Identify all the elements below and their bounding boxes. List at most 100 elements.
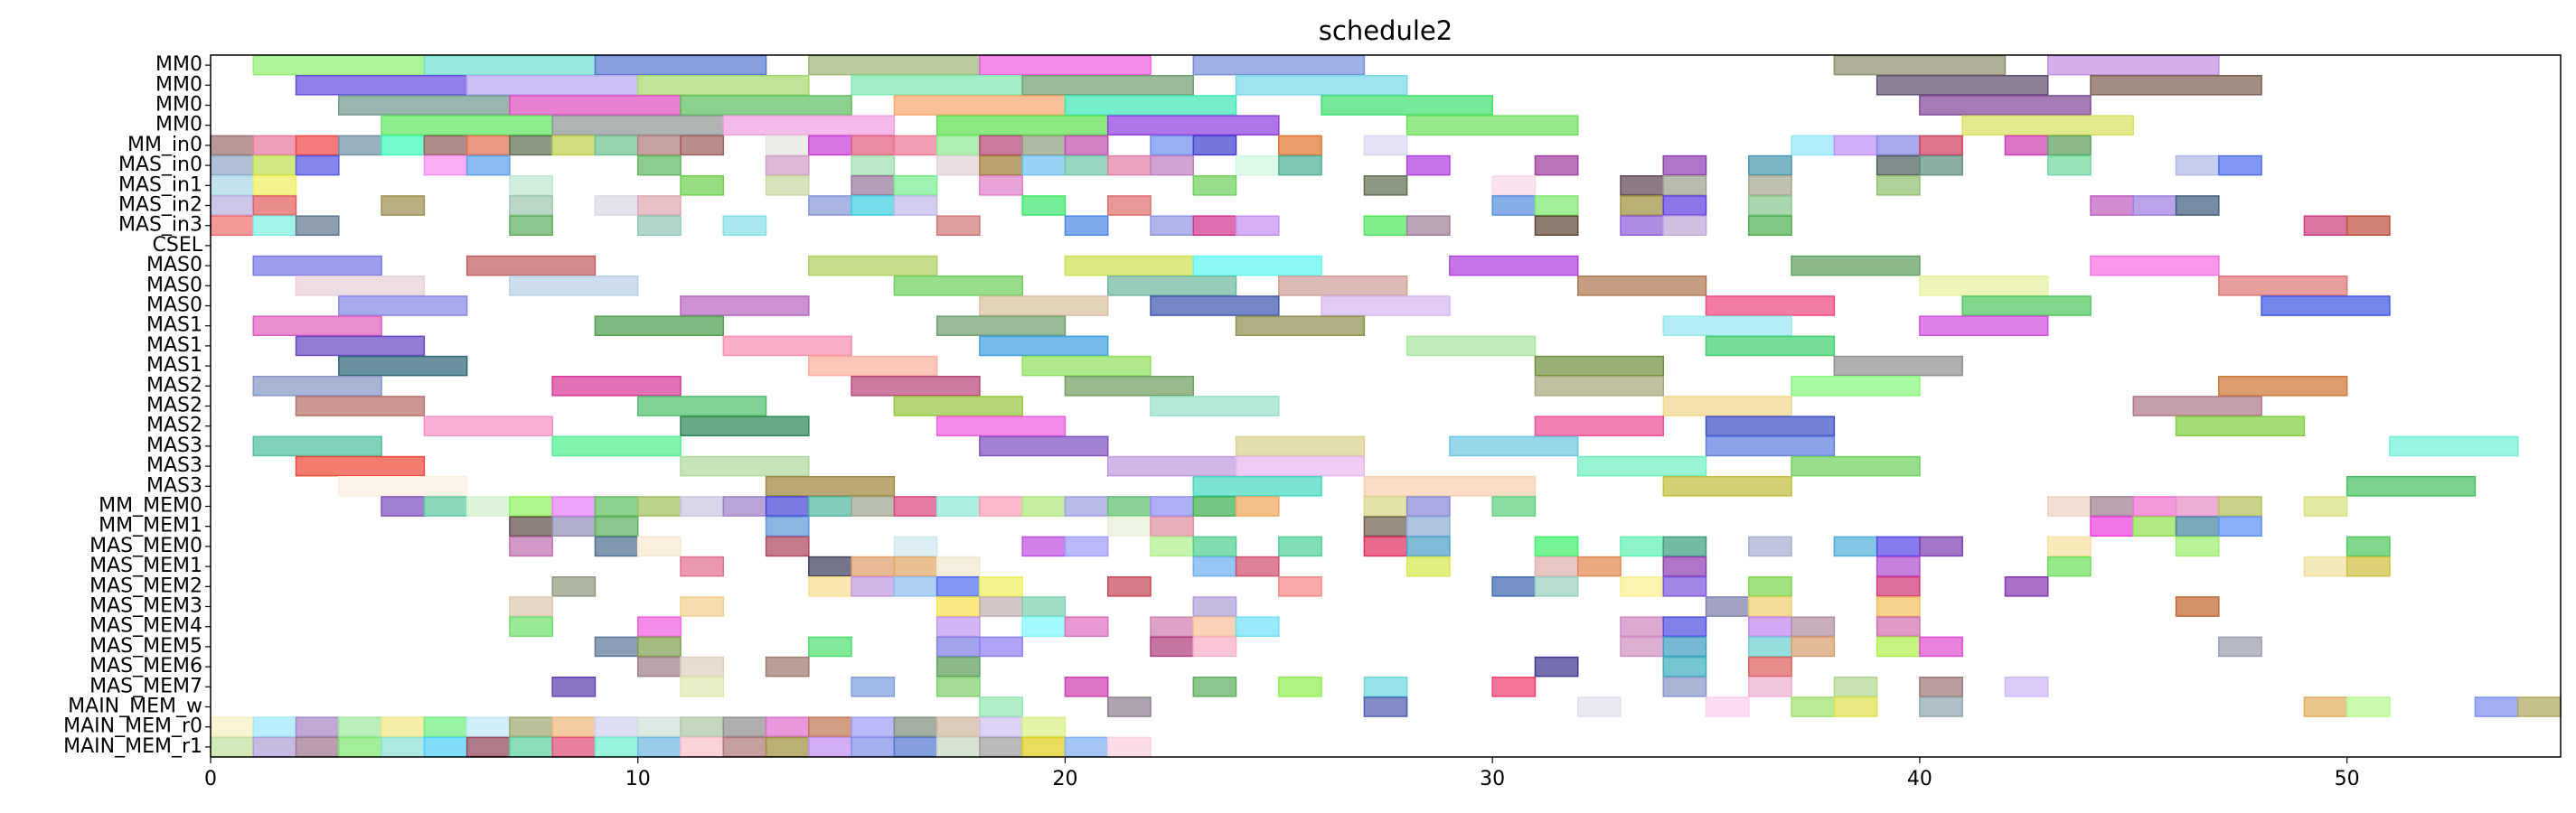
task-bar [551,376,682,397]
task-bar [2175,154,2220,176]
task-bar [680,596,725,617]
task-bar [1021,616,1067,637]
task-bar [1919,276,2049,296]
task-bar [1534,376,1665,397]
task-bar [1833,696,1878,717]
y-tick-label: MAS1 [146,354,202,377]
task-bar [1406,335,1537,357]
task-bar [808,195,852,216]
task-bar [1192,556,1237,577]
task-bar [1491,175,1537,196]
task-bar [935,416,1067,436]
chart-title: schedule2 [1319,15,1453,46]
task-bar [1534,656,1579,678]
y-tick-label: MAS3 [146,454,202,477]
task-bar [765,175,810,196]
task-bar [1406,154,1451,176]
task-bar [1406,536,1451,557]
task-bar [1662,396,1792,416]
task-bar [722,115,896,136]
task-bar [1791,696,1836,717]
task-bar [594,516,639,537]
task-bar [1064,135,1109,156]
task-bar [1363,476,1537,497]
task-bar [979,696,1023,717]
y-tick-label: MAS3 [146,474,202,497]
task-bar [1919,696,1963,717]
task-bar [551,736,597,758]
task-bar [2046,556,2092,577]
task-bar [1192,636,1237,658]
task-bar [1748,195,1792,216]
task-bar [1491,496,1537,517]
y-tick-label: MAS0 [146,274,202,296]
task-bar [1235,556,1280,577]
task-bar [1106,455,1237,477]
task-bar [1791,135,1836,156]
y-tick-label: MAS2 [146,374,202,397]
task-bar [1748,596,1792,617]
task-bar [509,596,553,617]
task-bar [979,295,1109,316]
task-bar [935,496,981,517]
task-bar [765,656,810,678]
task-bar [252,195,297,216]
task-bar [2346,536,2391,557]
task-bar [1748,677,1792,697]
task-bar [210,175,255,196]
y-tick-label: MAS3 [146,435,202,457]
task-bar [1192,175,1237,196]
task-bar [636,636,682,658]
task-bar [1064,736,1109,758]
task-bar [1192,215,1237,236]
task-bar [2346,696,2391,717]
task-bar [381,736,426,758]
task-bar [1876,576,1921,597]
task-bar [765,135,810,156]
task-bar [210,736,255,758]
task-bar [252,135,297,156]
task-bar [1833,536,1878,557]
task-bar [1961,115,2135,136]
task-bar [1876,616,1921,637]
task-bar [1150,295,1280,316]
task-bar [509,95,682,116]
task-bar [295,75,468,96]
task-bar [1363,677,1408,697]
y-tick-label: MAS_MEM6 [89,655,202,678]
task-bar [1876,536,1921,557]
task-bar [851,716,896,737]
task-bar [252,154,297,176]
task-bar [210,135,255,156]
task-bar [1021,736,1067,758]
task-bar [1534,195,1579,216]
task-bar [295,335,426,357]
task-bar [1662,536,1707,557]
task-bar [1748,215,1792,236]
task-bar [1620,195,1665,216]
task-bar [636,195,682,216]
task-bar [722,496,767,517]
task-bar [1833,677,1878,697]
task-bar [2303,696,2348,717]
task-bar [1064,255,1195,276]
plot-frame [210,54,2562,758]
task-bar [2218,376,2348,397]
task-bar [1064,496,1109,517]
task-bar [893,556,938,577]
task-bar [765,736,810,758]
task-bar [851,135,896,156]
task-bar [2132,516,2177,537]
task-bar [594,195,639,216]
task-bar [2218,496,2262,517]
task-bar [1876,596,1921,617]
task-bar [1791,255,1921,276]
task-bar [381,115,553,136]
task-bar [1705,416,1836,436]
task-bar [2346,215,2391,236]
task-bar [1705,696,1750,717]
bars-layer [210,54,2562,758]
task-bar [722,736,767,758]
task-bar [2046,536,2092,557]
task-bar [1534,215,1579,236]
